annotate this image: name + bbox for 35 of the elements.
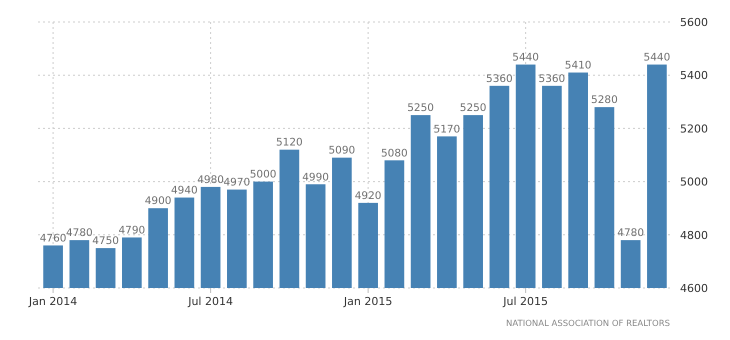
- data-label: 4940: [170, 184, 198, 197]
- data-label: 4990: [302, 171, 329, 184]
- x-tick-label: Jan 2015: [342, 295, 392, 308]
- x-tick-label: Jul 2015: [502, 295, 548, 308]
- data-label: 5080: [381, 147, 408, 160]
- data-label: 5280: [591, 94, 618, 106]
- data-label: 4780: [66, 227, 93, 240]
- text: NATIONAL ASSOCIATION OF REALTORS: [506, 319, 670, 329]
- data-label: 5170: [434, 123, 460, 136]
- data-label: 4790: [118, 224, 146, 236]
- y-tick-label: 5000: [680, 176, 708, 189]
- y-tick-label: 5600: [680, 16, 708, 29]
- x-tick-label: Jul 2014: [187, 295, 233, 308]
- data-label: 4750: [92, 235, 119, 248]
- data-label: 5440: [512, 52, 540, 64]
- data-label: 4920: [354, 190, 382, 202]
- data-label: 5090: [328, 144, 356, 157]
- y-tick-label: 5200: [680, 122, 708, 136]
- y-tick-label: 5400: [680, 69, 708, 82]
- data-label: 5250: [407, 102, 434, 114]
- data-label: 5360: [538, 72, 566, 85]
- data-label: 5440: [644, 52, 670, 64]
- data-label: 4760: [40, 232, 66, 244]
- data-label: 5360: [486, 72, 513, 85]
- data-label: 4780: [617, 227, 644, 240]
- data-label: 5410: [564, 60, 592, 72]
- y-tick-label: 4600: [680, 282, 708, 295]
- data-label: 5120: [276, 136, 303, 149]
- y-tick-label: 4800: [680, 228, 708, 242]
- data-label: 5000: [250, 168, 276, 181]
- data-label: 5250: [460, 102, 487, 114]
- data-label: 4970: [223, 176, 250, 189]
- data-label: 4900: [144, 195, 172, 208]
- data-label: 4980: [197, 174, 224, 186]
- x-tick-label: Jan 2014: [28, 295, 78, 308]
